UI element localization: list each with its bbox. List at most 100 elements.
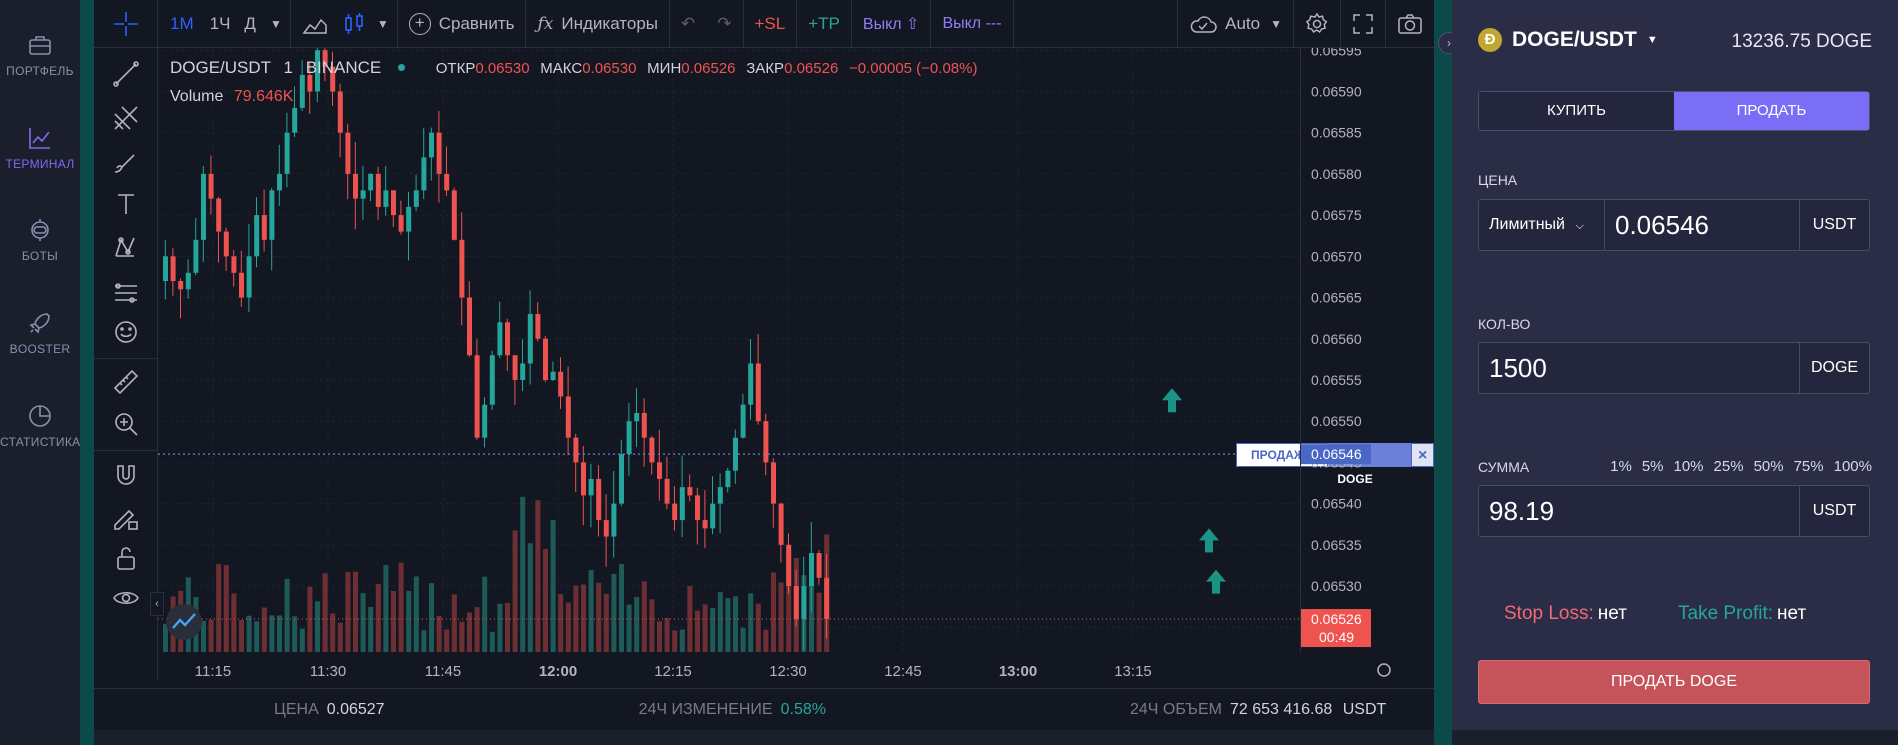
percent-50[interactable]: 50% <box>1753 458 1784 475</box>
chart-type-candles[interactable] <box>339 0 369 48</box>
time-tick-label: 12:00 <box>539 663 577 680</box>
pie-chart-icon <box>29 405 51 427</box>
volume-bar <box>398 562 404 652</box>
screenshot-button[interactable] <box>1385 0 1434 48</box>
high-value: 0.06530 <box>582 60 637 77</box>
volume-value: 79.646K <box>233 88 294 105</box>
volume-bar <box>421 630 427 652</box>
zoom-tool[interactable] <box>110 408 142 440</box>
candle-body <box>185 272 191 290</box>
qty-input[interactable]: 1500 <box>1489 353 1547 383</box>
settings-button[interactable] <box>1293 0 1340 48</box>
volume-bar <box>657 621 662 652</box>
volume-bar <box>778 582 784 652</box>
interval-dropdown[interactable]: ▼ <box>262 0 291 48</box>
chart-type-dropdown[interactable]: ▼ <box>369 0 398 48</box>
volume-bar <box>596 582 602 652</box>
price-tick-label: 0.06580 <box>1311 166 1362 182</box>
volume-bar <box>520 496 526 652</box>
compare-button[interactable]: + Сравнить <box>398 0 527 48</box>
pair-selector[interactable]: Ð DOGE/USDT ▼ <box>1478 28 1658 52</box>
percent-100[interactable]: 100% <box>1833 458 1872 475</box>
function-icon: ƒx <box>537 13 554 34</box>
price-input[interactable]: 0.06546 <box>1615 210 1709 240</box>
qty-field: 1500 DOGE <box>1478 342 1870 394</box>
percent-1[interactable]: 1% <box>1610 458 1632 475</box>
nav-item-terminal[interactable]: ТЕРМИНАЛ <box>0 125 80 171</box>
draw-lock-tool[interactable] <box>110 502 142 534</box>
add-take-profit-button[interactable]: +TP <box>797 0 852 48</box>
auto-save-button[interactable]: Auto ▼ <box>1177 0 1293 48</box>
volume-bar <box>299 628 305 652</box>
percent-5[interactable]: 5% <box>1641 458 1664 475</box>
price-tick-label: 0.06530 <box>1311 578 1362 594</box>
nav-item-statistics[interactable]: СТАТИСТИКА <box>0 403 80 449</box>
text-tool[interactable] <box>110 188 142 220</box>
chart-type-area[interactable] <box>291 0 339 48</box>
trend-line-tool[interactable] <box>110 58 142 90</box>
sum-input[interactable]: 98.19 <box>1489 496 1555 526</box>
chart-toolbar: 1М 1Ч Д ▼ ▼ + Сравнить ƒx Индикаторы ↶ ↷… <box>94 0 1434 48</box>
magnet-tool[interactable] <box>110 460 142 492</box>
volume-bars <box>163 496 830 652</box>
time-axis[interactable]: 11:15 11:30 11:45 12:00 12:15 12:30 12:45 13:00… <box>158 652 1434 688</box>
volume-bar <box>261 607 267 652</box>
percent-75[interactable]: 75% <box>1793 458 1824 475</box>
fib-tool[interactable] <box>110 102 142 134</box>
tab-sell[interactable]: ПРОДАТЬ <box>1674 92 1869 130</box>
caret-down-icon: ▼ <box>1646 34 1658 46</box>
volume-bar <box>254 621 260 652</box>
take-profit-toggle[interactable]: Take Profit: нет <box>1678 603 1807 624</box>
undo-button[interactable]: ↶ <box>670 0 706 48</box>
volume-bar <box>634 596 640 652</box>
candle-body <box>657 462 662 479</box>
interval-1m[interactable]: 1М <box>170 13 194 33</box>
emoji-tool[interactable] <box>110 316 142 348</box>
lock-tool[interactable] <box>110 542 142 574</box>
stop-loss-toggle[interactable]: Stop Loss: нет <box>1504 603 1627 624</box>
nav-item-bots[interactable]: БОТЫ <box>0 217 80 263</box>
toggle-off-2[interactable]: Выкл --- <box>931 0 1014 48</box>
volume-bar <box>353 571 358 652</box>
percent-10[interactable]: 10% <box>1673 458 1704 475</box>
interval-day[interactable]: Д <box>244 13 256 33</box>
order-type-select[interactable]: Лимитный ⌵ <box>1479 200 1605 250</box>
chart-area[interactable]: DOGE/USDT 1 BINANCE ОТКР0.06530 МАКС0.06… <box>158 48 1300 652</box>
redo-button[interactable]: ↷ <box>706 0 744 48</box>
price-axis[interactable]: 0.06595 0.06590 0.06585 0.06580 0.06575 0.065… <box>1300 42 1434 652</box>
fullscreen-button[interactable] <box>1340 0 1385 48</box>
brush-tool[interactable] <box>110 146 142 178</box>
sell-doge-button[interactable]: ПРОДАТЬ DOGE <box>1478 660 1870 704</box>
scale-settings-icon[interactable] <box>1377 663 1391 677</box>
volume-bar <box>375 583 381 652</box>
candles-icon <box>345 12 363 34</box>
prediction-tool[interactable] <box>110 276 142 308</box>
toggle-off-1[interactable]: Выкл ⇧ <box>852 0 932 48</box>
candle-body <box>239 272 244 298</box>
visibility-tool[interactable] <box>110 582 142 614</box>
interval-1h[interactable]: 1Ч <box>209 13 231 33</box>
candlestick-chart[interactable] <box>158 48 1300 652</box>
nav-item-booster[interactable]: BOOSTER <box>0 310 80 356</box>
collapse-toolbar-button[interactable]: ‹ <box>150 592 164 616</box>
price-tick-label: 0.06570 <box>1311 248 1362 264</box>
tab-buy[interactable]: КУПИТЬ <box>1479 92 1674 130</box>
pattern-tool[interactable] <box>110 232 142 264</box>
qty-unit: DOGE <box>1799 343 1869 393</box>
indicators-button[interactable]: ƒx Индикаторы <box>526 0 670 48</box>
add-stop-loss-button[interactable]: +SL <box>744 0 798 48</box>
area-chart-icon <box>302 18 327 34</box>
volume-bar <box>565 602 571 652</box>
ruler-tool[interactable] <box>110 366 142 398</box>
chart-legend: DOGE/USDT 1 BINANCE ОТКР0.06530 МАКС0.06… <box>170 58 977 78</box>
order-price-tag <box>1301 444 1371 465</box>
close-icon: × <box>1417 447 1428 464</box>
cancel-order-button[interactable]: × <box>1411 443 1434 467</box>
nav-item-portfolio[interactable]: ПОРТФЕЛЬ <box>0 32 80 78</box>
candle-body <box>284 132 290 174</box>
crosshair-tool[interactable] <box>94 0 158 48</box>
percent-25[interactable]: 25% <box>1713 458 1744 475</box>
volume-bar <box>277 615 282 652</box>
volume-bar <box>543 548 548 652</box>
logo-icon <box>172 613 196 629</box>
